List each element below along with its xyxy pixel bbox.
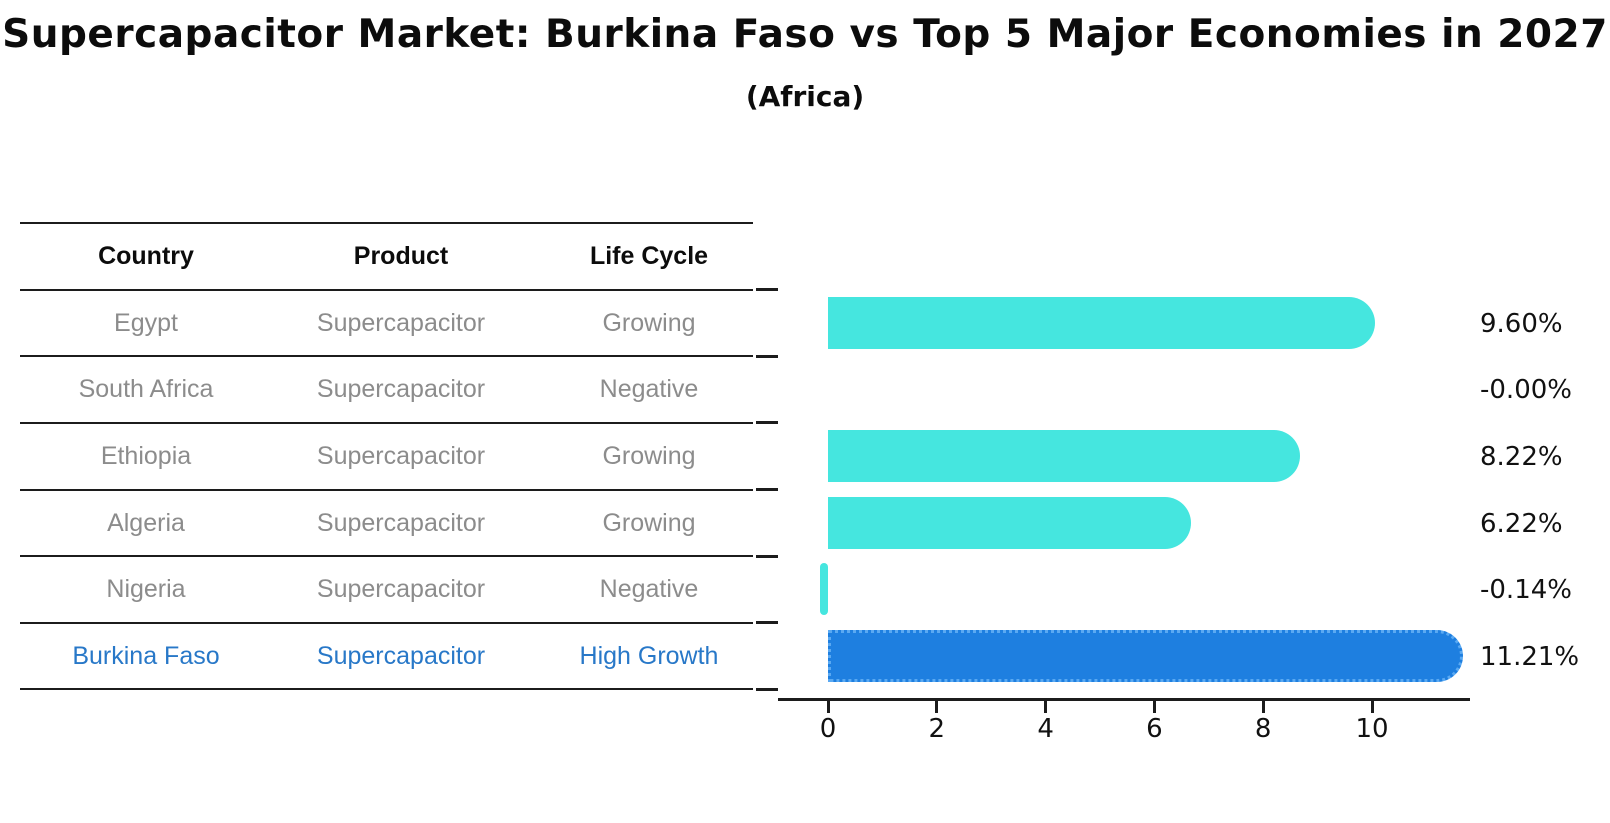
country-cell: Burkina Faso: [72, 642, 220, 670]
life-cycle-cell: Growing: [602, 509, 696, 537]
x-axis-tick: [1261, 701, 1265, 713]
product-cell: Supercapacitor: [316, 309, 486, 337]
value-label: -0.14%: [1480, 574, 1572, 605]
value-label: 6.22%: [1480, 508, 1563, 539]
product-cell: Supercapacitor: [316, 442, 486, 470]
life-cycle-cell: Growing: [602, 309, 696, 337]
x-axis-tick-label: 4: [1037, 714, 1054, 744]
x-axis-line: [778, 698, 1470, 701]
bar-algeria: [828, 496, 1192, 549]
country-cell: Nigeria: [106, 575, 186, 603]
country-cell: Egypt: [114, 309, 178, 337]
y-axis-tick: [756, 421, 778, 424]
x-axis-tick-label: 6: [1146, 714, 1163, 744]
table-divider: [20, 355, 753, 357]
chart-subtitle: (Africa): [745, 80, 865, 113]
table-divider: [20, 422, 753, 424]
column-header-country: Country: [98, 242, 194, 270]
country-cell: South Africa: [78, 375, 214, 403]
country-cell: Algeria: [107, 509, 185, 537]
y-axis-tick: [756, 555, 778, 558]
x-axis-tick: [826, 701, 830, 713]
bar-nigeria: [820, 563, 828, 616]
life-cycle-cell: Growing: [602, 442, 696, 470]
x-axis-tick-label: 8: [1254, 714, 1272, 744]
life-cycle-cell: Negative: [599, 375, 699, 403]
column-header-life-cycle: Life Cycle: [589, 242, 709, 270]
y-axis-tick: [756, 488, 778, 491]
x-axis-tick: [1370, 701, 1374, 713]
bar-egypt: [828, 297, 1376, 350]
bar-ethiopia: [828, 430, 1301, 483]
value-label: -0.00%: [1480, 374, 1572, 405]
table-divider: [20, 622, 753, 624]
table-divider: [20, 222, 753, 224]
x-axis-tick-label: 2: [928, 714, 946, 744]
column-header-product: Product: [353, 242, 449, 270]
x-axis-tick: [1152, 701, 1156, 713]
y-axis-tick: [756, 621, 778, 624]
table-divider: [20, 688, 753, 690]
x-axis-tick-label: 0: [819, 714, 837, 744]
value-label: 9.60%: [1480, 308, 1563, 339]
product-cell: Supercapacitor: [316, 375, 486, 403]
x-axis-tick: [935, 701, 939, 713]
chart-title: Supercapacitor Market: Burkina Faso vs T…: [2, 12, 1608, 57]
value-label: 11.21%: [1480, 641, 1580, 672]
table-divider: [20, 489, 753, 491]
y-axis-tick: [756, 688, 778, 691]
x-axis-tick: [1044, 701, 1048, 713]
table-divider: [20, 289, 753, 291]
product-cell: Supercapacitor: [316, 575, 486, 603]
bar-burkina-faso: [828, 629, 1463, 682]
product-cell: Supercapacitor: [316, 509, 486, 537]
table-divider: [20, 555, 753, 557]
life-cycle-cell: Negative: [599, 575, 699, 603]
y-axis-tick: [756, 355, 778, 358]
value-label: 8.22%: [1480, 441, 1563, 472]
y-axis-tick: [756, 288, 778, 291]
country-cell: Ethiopia: [100, 442, 192, 470]
life-cycle-cell: High Growth: [579, 642, 719, 670]
x-axis-tick-label: 10: [1355, 714, 1389, 744]
product-cell: Supercapacitor: [316, 642, 486, 670]
